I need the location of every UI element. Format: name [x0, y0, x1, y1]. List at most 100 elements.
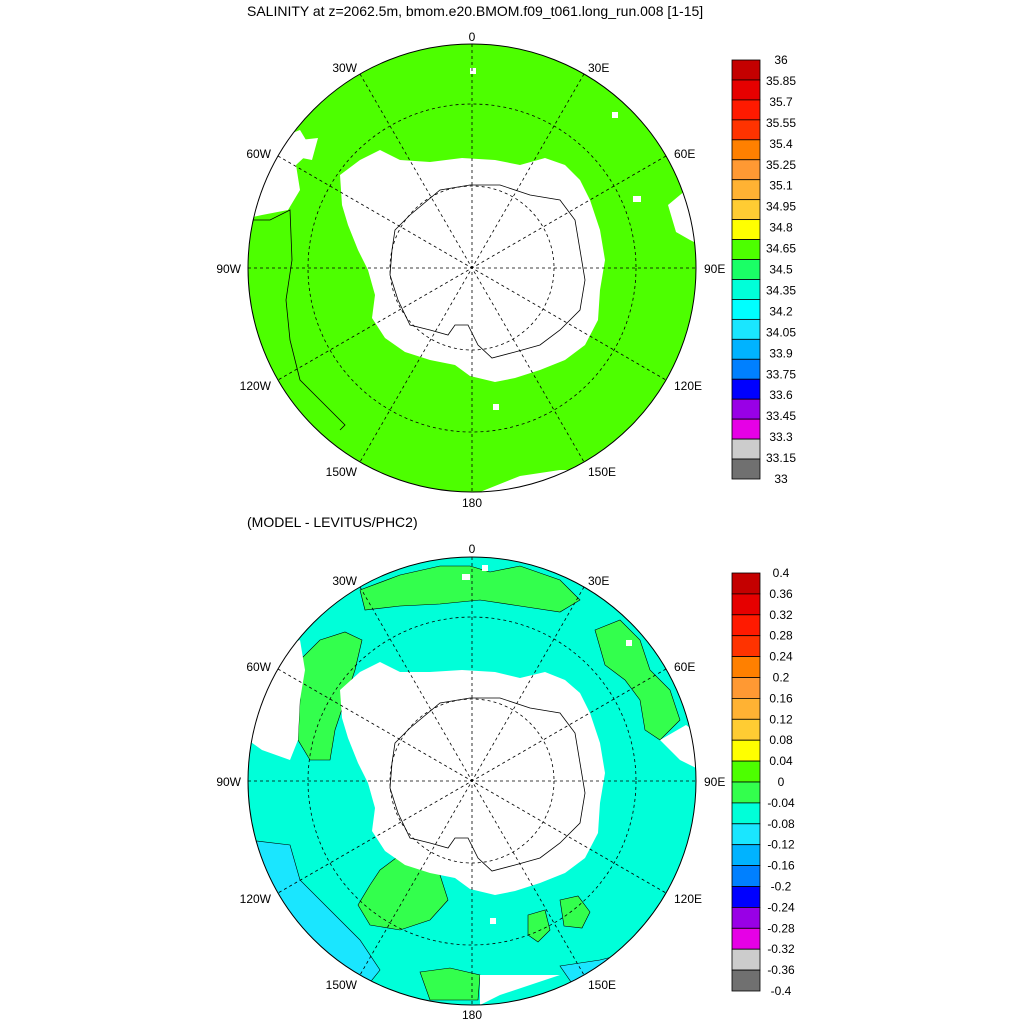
colorbar-label: -0.36: [767, 963, 795, 977]
colorbar-label: 0.4: [773, 566, 790, 580]
lon-label-90e: 90E: [704, 775, 725, 789]
colorbar-label: 33.15: [766, 451, 796, 465]
colorbar-label: -0.24: [767, 900, 795, 914]
plot-title: SALINITY at z=2062.5m, bmom.e20.BMOM.f09…: [247, 3, 704, 19]
colorbar-swatch: [731, 635, 761, 658]
colorbar-swatch: [731, 179, 761, 201]
lon-label-150w: 150W: [326, 978, 358, 992]
colorbar-swatch: [731, 781, 761, 804]
colorbar-swatch: [731, 886, 761, 908]
island: [633, 196, 641, 202]
colorbar-swatch: [731, 948, 761, 971]
colorbar-label: 33.9: [769, 346, 793, 360]
salinity-colorbar: 36 35.85 35.7 35.55 35.4 35.25 35.1 34.95 34.8 34…: [731, 53, 796, 486]
colorbar-label: 33.3: [769, 430, 793, 444]
colorbar-swatch: [731, 79, 761, 101]
colorbar-label: 35.4: [769, 137, 793, 151]
colorbar-label: 0.32: [769, 608, 793, 622]
colorbar-swatch: [731, 927, 761, 950]
colorbar-swatch: [731, 969, 761, 992]
colorbar-label: -0.16: [767, 859, 795, 873]
island: [490, 918, 496, 924]
colorbar-label: 0.16: [769, 691, 793, 705]
colorbar-swatch: [731, 656, 761, 678]
graticule: [248, 44, 696, 492]
colorbar-label: 35.85: [766, 74, 796, 88]
colorbar-swatch: [731, 865, 761, 887]
colorbar-label: 35.25: [766, 158, 796, 172]
island: [493, 404, 499, 410]
island: [470, 68, 476, 74]
plot-subtitle: (MODEL - LEVITUS/PHC2): [247, 514, 418, 530]
antarctica: [340, 662, 605, 895]
colorbar-label: 0.12: [769, 712, 793, 726]
antarctica-coastline: [389, 184, 586, 359]
colorbar-label: 0.08: [769, 733, 793, 747]
lon-label-90w: 90W: [216, 262, 241, 276]
antarctica: [340, 150, 605, 382]
colorbar-swatch: [731, 259, 761, 280]
colorbar-swatch: [731, 907, 761, 929]
colorbar-label: -0.4: [771, 984, 792, 998]
colorbar-swatch: [731, 358, 761, 380]
colorbar-label: -0.08: [767, 817, 795, 831]
colorbar-label: 35.7: [769, 95, 793, 109]
colorbar-swatch: [731, 199, 761, 221]
colorbar-swatch: [731, 299, 761, 320]
positive-region: [559, 895, 591, 929]
lon-label-120w: 120W: [240, 892, 272, 906]
colorbar-swatch: [731, 760, 761, 783]
lon-label-0: 0: [469, 542, 476, 556]
lon-label-60w: 60W: [246, 147, 271, 161]
colorbar-label: -0.2: [771, 880, 792, 894]
map-border: [247, 43, 697, 493]
map-border: [247, 556, 697, 1006]
colorbar-label: 34.2: [769, 304, 793, 318]
colorbar-swatch: [731, 677, 761, 699]
lon-label-30w: 30W: [332, 61, 357, 75]
colorbar-swatch: [731, 418, 761, 440]
positive-region: [527, 909, 551, 943]
graticule: [248, 557, 696, 1005]
colorbar-swatch: [731, 614, 761, 637]
lon-label-180: 180: [462, 1008, 482, 1022]
colorbar-swatch: [731, 59, 761, 81]
colorbar-swatch: [731, 279, 761, 300]
lon-label-120e: 120E: [674, 379, 702, 393]
colorbar-swatch: [731, 823, 761, 846]
east-gap: [660, 725, 696, 770]
lon-label-90w: 90W: [216, 775, 241, 789]
colorbar-swatch: [731, 99, 761, 121]
lon-label-120e: 120E: [674, 892, 702, 906]
lon-label-30e: 30E: [588, 61, 609, 75]
lon-label-60e: 60E: [674, 660, 695, 674]
island: [462, 574, 470, 580]
colorbar-label: 0.04: [769, 754, 793, 768]
colorbar-swatch: [731, 239, 761, 260]
colorbar-swatch: [731, 572, 761, 595]
colorbar-swatch: [731, 119, 761, 141]
colorbar-label: 0.24: [769, 650, 793, 664]
lon-label-30e: 30E: [588, 574, 609, 588]
positive-region: [297, 631, 363, 761]
colorbar-label: 34.8: [769, 221, 793, 235]
colorbar-swatch: [731, 593, 761, 616]
south-america-land: [248, 640, 305, 760]
colorbar-label: 35.55: [766, 116, 796, 130]
colorbar-swatch: [731, 739, 761, 762]
colorbar-label: 34.95: [766, 200, 796, 214]
lon-label-30w: 30W: [332, 574, 357, 588]
colorbar-swatch: [731, 378, 761, 400]
colorbar-label: 33.6: [769, 388, 793, 402]
positive-region: [594, 619, 681, 741]
colorbar-label: 34.65: [766, 242, 796, 256]
colorbar-label: 33: [774, 472, 788, 486]
colorbar-label: 36: [774, 53, 788, 67]
salinity-difference-map: 0 180 90W 90E 30W 30E 60W 60E 120W 120E …: [216, 542, 725, 1022]
colorbar-swatch: [731, 159, 761, 181]
isobath-line: [248, 209, 346, 431]
colorbar-label: 0: [778, 775, 785, 789]
colorbar-label: 0.28: [769, 629, 793, 643]
lon-label-90e: 90E: [704, 262, 725, 276]
